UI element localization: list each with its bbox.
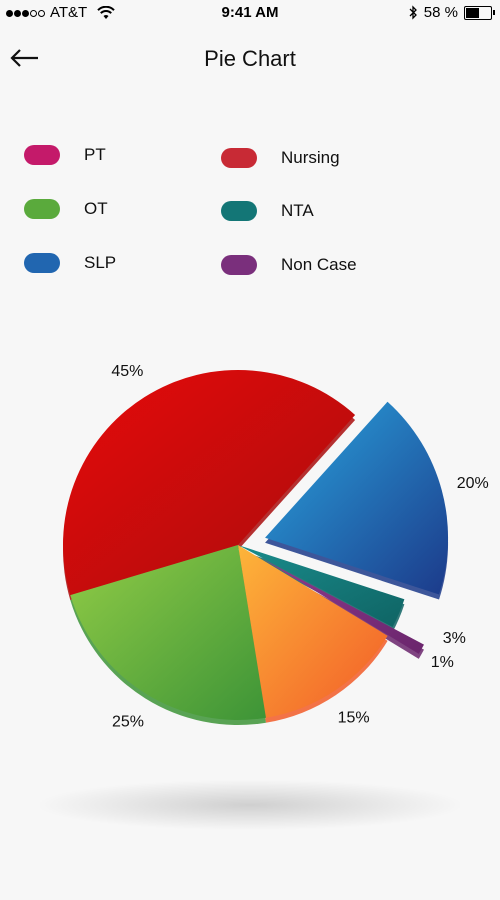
legend-swatch (221, 255, 257, 275)
pie-label-nta: 3% (443, 630, 466, 647)
pie-chart: 45% 20% 3% 1% 15% 25% (0, 300, 500, 780)
legend-item-ot: OT (24, 199, 108, 219)
legend-item-non-case: Non Case (221, 255, 357, 275)
pie-label-nursing: 45% (111, 363, 143, 380)
legend-swatch (24, 253, 60, 273)
page-title: Pie Chart (0, 46, 500, 72)
legend-swatch (24, 145, 60, 165)
pie-label-pt: 15% (338, 710, 370, 727)
legend-label: OT (84, 199, 108, 219)
legend-swatch (221, 148, 257, 168)
pie-slices (63, 370, 448, 725)
legend-swatch (221, 201, 257, 221)
legend-item-nursing: Nursing (221, 148, 340, 168)
status-right: 58 % (408, 4, 492, 21)
pie-label-slp: 20% (457, 475, 489, 492)
legend-label: SLP (84, 253, 116, 273)
legend-label: PT (84, 145, 106, 165)
battery-nub (493, 10, 495, 15)
pie-label-ot: 25% (112, 713, 144, 730)
chart-legend: PT OT SLP Nursing NTA Non Case (0, 140, 500, 290)
legend-item-slp: SLP (24, 253, 116, 273)
bluetooth-icon (408, 5, 418, 20)
legend-label: Non Case (281, 255, 357, 275)
legend-item-nta: NTA (221, 201, 314, 221)
pie-label-non-case: 1% (431, 654, 454, 671)
status-bar: AT&T 9:41 AM 58 % (0, 0, 500, 26)
legend-label: Nursing (281, 148, 340, 168)
battery-percentage: 58 % (424, 4, 458, 21)
legend-label: NTA (281, 201, 314, 221)
legend-item-pt: PT (24, 145, 106, 165)
nav-bar: Pie Chart (0, 36, 500, 84)
battery-icon (464, 6, 492, 20)
chart-shadow (40, 780, 460, 830)
legend-swatch (24, 199, 60, 219)
battery-fill (466, 8, 479, 18)
